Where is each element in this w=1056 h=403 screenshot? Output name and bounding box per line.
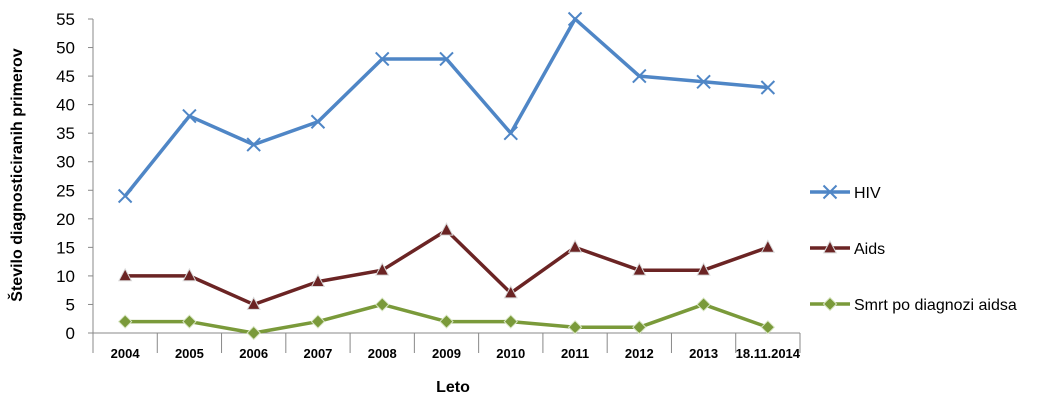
y-tick-label: 15 — [56, 238, 75, 257]
y-tick-label: 25 — [56, 181, 75, 200]
data-point — [117, 188, 133, 204]
data-point — [632, 320, 647, 335]
legend-label: HIV — [854, 185, 881, 202]
x-tick-label: 18.11.2014 — [736, 346, 801, 361]
y-tick-label: 35 — [56, 124, 75, 143]
data-point — [310, 314, 326, 329]
series-line — [123, 17, 769, 198]
data-point — [760, 80, 776, 95]
data-point — [632, 68, 647, 84]
axes: 0 5 10 15 20 25 30 35 40 45 50 55 2004 2005 2006 2007 20… — [56, 10, 801, 361]
data-point — [182, 314, 197, 329]
data-point — [375, 51, 390, 67]
legend-entry: HIV — [810, 184, 881, 202]
data-point — [503, 284, 518, 299]
legend-label: Aids — [854, 241, 885, 258]
y-tick-label: 5 — [66, 295, 75, 314]
data-point — [117, 314, 133, 329]
x-tick-label: 2010 — [496, 346, 525, 361]
legend-marker — [822, 296, 838, 312]
legend-label: Smrt po diagnozi aidsa — [854, 297, 1017, 314]
legend-marker — [822, 239, 838, 254]
data-point — [696, 74, 711, 90]
data-point — [439, 314, 454, 329]
x-tick-label: 2004 — [111, 346, 141, 361]
x-tick-label: 2011 — [561, 346, 589, 361]
data-point — [503, 314, 518, 329]
legend-marker — [822, 184, 838, 200]
series-line — [125, 228, 769, 307]
data-point — [375, 262, 390, 276]
series-aids — [118, 222, 775, 310]
x-tick-label: 2006 — [239, 346, 268, 361]
data-point — [760, 239, 775, 253]
data-point — [375, 297, 390, 312]
y-tick-label: 55 — [56, 10, 75, 29]
data-point — [567, 11, 583, 27]
data-point — [503, 125, 518, 141]
x-tick-label: 2012 — [625, 346, 654, 361]
legend-entry: Smrt po diagnozi aidsa — [810, 296, 1017, 314]
x-tick-label: 2007 — [303, 346, 332, 361]
legend-entry: Aids — [810, 239, 885, 258]
data-point — [696, 297, 711, 312]
data-point — [246, 325, 261, 341]
series-layer — [117, 11, 776, 341]
y-tick-label: 0 — [66, 324, 75, 343]
y-tick-label: 50 — [56, 39, 75, 58]
data-point — [118, 267, 133, 282]
y-tick-label: 20 — [56, 210, 75, 229]
x-tick-label: 2009 — [432, 346, 461, 361]
y-tick-label: 10 — [56, 267, 75, 286]
y-axis-title: Število diagnosticiranih primerov — [7, 48, 26, 301]
x-tick-label: 2013 — [689, 346, 718, 361]
data-point — [310, 273, 326, 288]
data-point — [567, 320, 583, 335]
data-point — [182, 108, 197, 124]
series-hiv — [117, 11, 776, 204]
data-point — [246, 296, 261, 310]
data-point — [567, 239, 583, 253]
data-point — [632, 262, 647, 276]
data-point — [310, 114, 326, 129]
data-point — [439, 51, 454, 67]
series-smrt-po-diagnozi-aidsa — [117, 297, 776, 341]
x-tick-label: 2008 — [368, 346, 397, 361]
x-axis-title: Leto — [436, 379, 470, 396]
data-point — [760, 320, 776, 335]
legend: HIV Aids Smrt po diagnozi aidsa — [810, 184, 1017, 314]
data-point — [182, 267, 197, 282]
data-point — [246, 137, 261, 152]
y-tick-label: 45 — [56, 67, 75, 86]
y-tick-label: 30 — [56, 153, 75, 172]
y-tick-label: 40 — [56, 96, 75, 115]
data-point — [439, 222, 454, 236]
x-tick-label: 2005 — [175, 346, 204, 361]
data-point — [696, 262, 711, 276]
